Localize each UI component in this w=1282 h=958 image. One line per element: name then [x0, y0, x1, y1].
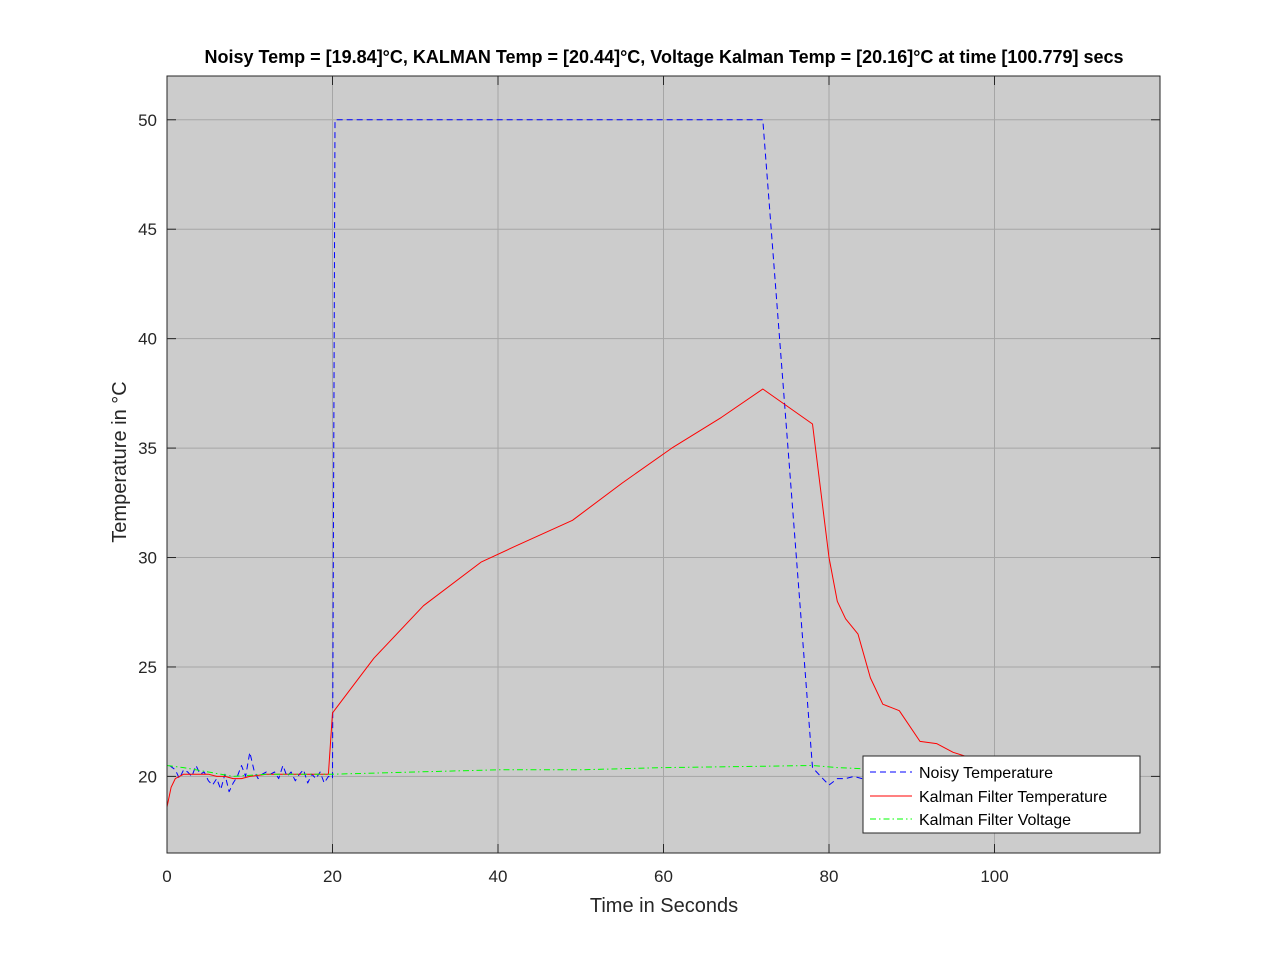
chart-title: Noisy Temp = [19.84]°C, KALMAN Temp = [2…: [204, 47, 1123, 67]
x-tick-label: 40: [489, 867, 508, 886]
y-axis-label: Temperature in °C: [109, 381, 131, 542]
x-axis-label: Time in Seconds: [590, 895, 738, 917]
legend-label-kalman-filter-temperature: Kalman Filter Temperature: [919, 789, 1107, 806]
x-tick-label: 80: [820, 867, 839, 886]
y-tick-label: 50: [138, 111, 157, 130]
y-tick-label: 40: [138, 330, 157, 349]
legend: Noisy Temperature Kalman Filter Temperat…: [862, 755, 1141, 834]
y-tick-label: 25: [138, 658, 157, 677]
x-tick-label: 0: [162, 867, 171, 886]
ticks: 0 20 40 60 80 100 20 25 30 35 40 45 50: [138, 76, 1160, 886]
x-tick-label: 60: [654, 867, 673, 886]
series-line-kalman-filter-temperature: [167, 388, 1045, 808]
legend-label-kalman-filter-voltage: Kalman Filter Voltage: [919, 812, 1071, 829]
y-tick-label: 20: [138, 767, 157, 786]
y-tick-label: 45: [138, 220, 157, 239]
legend-box: [862, 755, 1141, 834]
y-tick-label: 35: [138, 439, 157, 458]
legend-label-noisy-temperature: Noisy Temperature: [919, 765, 1053, 782]
x-tick-label: 100: [980, 867, 1008, 886]
x-tick-label: 20: [323, 867, 342, 886]
y-tick-label: 30: [138, 549, 157, 568]
